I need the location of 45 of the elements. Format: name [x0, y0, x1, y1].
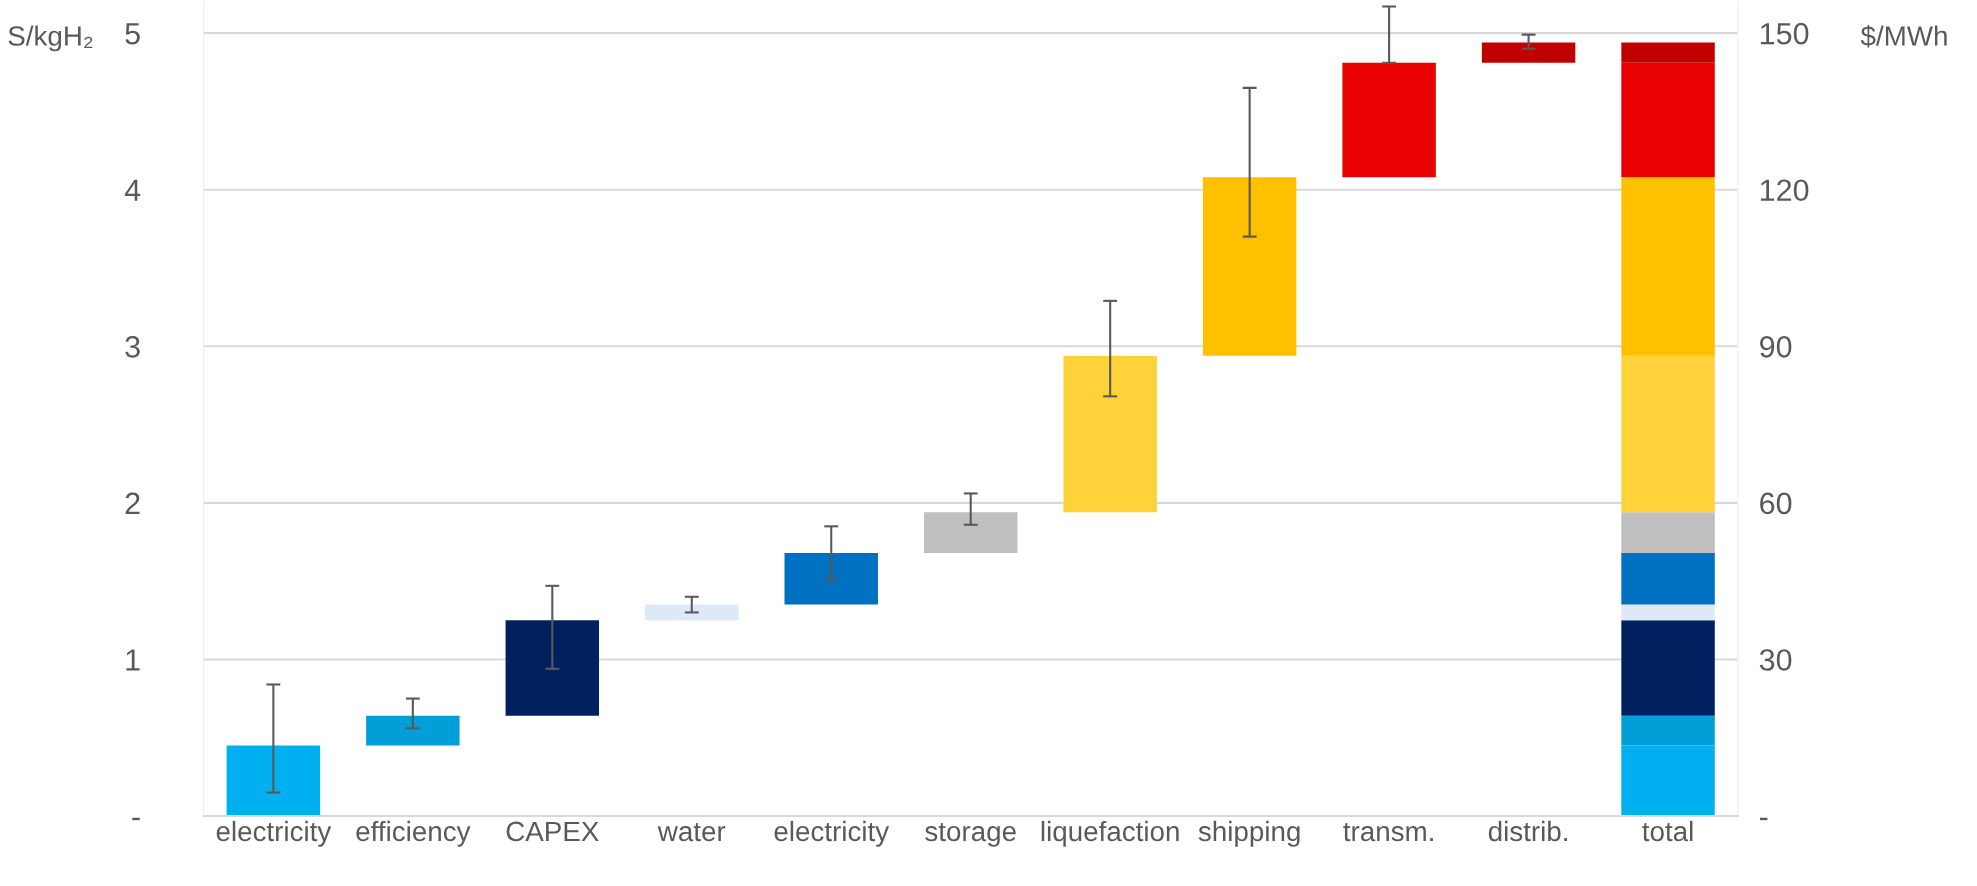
bar: [1621, 604, 1715, 621]
y2-tick-label: 90: [1760, 335, 1792, 358]
bar: [1621, 512, 1715, 553]
bar: [1621, 552, 1715, 605]
bar: [1342, 62, 1436, 178]
y2-axis-title: $/MWh: [1860, 25, 1947, 48]
x-tick-label: electricity: [216, 820, 332, 847]
bar: [923, 512, 1018, 553]
bar: [505, 620, 600, 716]
bar: [1621, 355, 1715, 513]
bar: [366, 715, 460, 746]
y2-tick-label: 60: [1760, 492, 1792, 515]
x-tick-label: transm.: [1343, 823, 1433, 842]
y-tick-label: 4: [124, 179, 141, 201]
bar: [1621, 177, 1715, 356]
x-tick-label: water: [657, 823, 726, 842]
bar: [1621, 62, 1715, 178]
x-tick-label: storage: [925, 823, 1016, 847]
x-tick-label: distrib.: [1488, 820, 1567, 842]
y2-tick-label: 30: [1759, 649, 1792, 671]
bar: [1621, 42, 1715, 63]
y-tick-label: 5: [125, 23, 140, 45]
bar: [784, 552, 878, 605]
y2-tick-label: 150: [1760, 22, 1809, 45]
x-tick-label: CAPEX: [506, 821, 599, 842]
bar: [1481, 42, 1576, 63]
bar: [645, 604, 739, 621]
bar: [1621, 715, 1715, 746]
y-tick-label: 3: [125, 335, 140, 358]
bar: [1621, 620, 1715, 716]
y-tick-label: 1: [126, 649, 140, 671]
x-tick-label: total: [1642, 820, 1693, 842]
bar: [1202, 177, 1297, 356]
y2-tick-label: -: [1759, 817, 1768, 821]
y-tick-label: 2: [125, 492, 140, 514]
x-tick-label: electricity: [774, 820, 890, 847]
bar: [226, 745, 321, 817]
x-tick-label: liquefaction: [1041, 820, 1179, 847]
bar: [1063, 355, 1157, 513]
y2-tick-label: 120: [1760, 179, 1809, 202]
y-axis-title: S/kgH₂: [8, 25, 93, 52]
bar: [1621, 745, 1715, 817]
y-tick-label: -: [132, 817, 140, 821]
x-tick-label: efficiency: [356, 820, 471, 847]
x-tick-label: shipping: [1198, 820, 1300, 847]
